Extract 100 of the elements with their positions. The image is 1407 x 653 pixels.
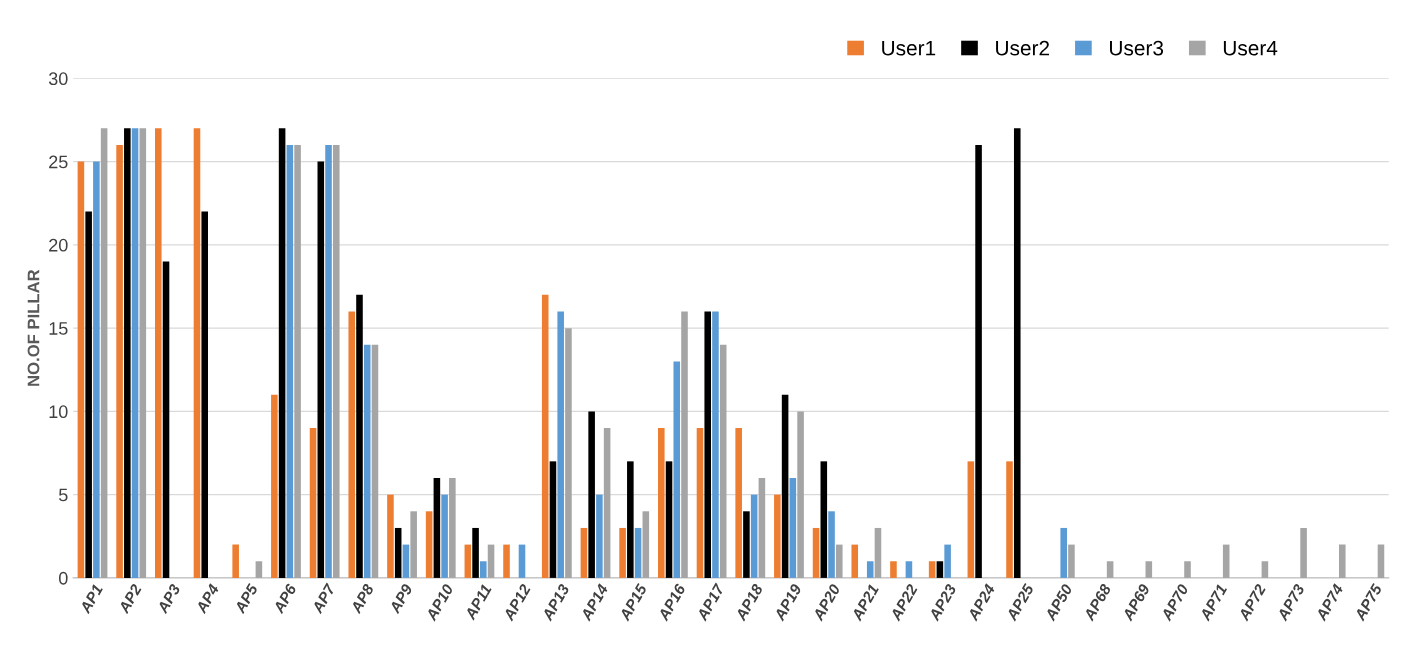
bar (1060, 527, 1067, 578)
bar (1145, 561, 1153, 578)
bar (325, 144, 332, 578)
bar (93, 161, 100, 578)
bar (928, 561, 936, 578)
bar (905, 561, 913, 578)
bar (627, 461, 634, 578)
bar (944, 544, 951, 578)
bar (596, 494, 603, 578)
bar (464, 544, 472, 578)
bar (874, 527, 882, 578)
legend-label: User1 (882, 40, 936, 56)
bar (936, 561, 944, 578)
bar (781, 394, 789, 578)
bar (541, 294, 549, 578)
bar (410, 511, 417, 578)
bar (193, 128, 201, 578)
bar (332, 144, 340, 578)
bar (317, 161, 325, 578)
y-tick-label: 25 (49, 155, 68, 169)
bar (1377, 544, 1385, 578)
bar (394, 527, 402, 578)
bar (603, 428, 611, 578)
bar (371, 344, 379, 578)
bar (387, 494, 394, 578)
bar (735, 428, 742, 578)
bar (797, 411, 804, 578)
bar (681, 311, 688, 578)
bar (124, 128, 131, 578)
bar (201, 211, 209, 578)
bar (1006, 461, 1013, 578)
bar (77, 161, 85, 578)
bar (356, 294, 363, 578)
bar (100, 128, 108, 578)
bar (743, 511, 750, 578)
bar (619, 527, 626, 578)
bar (658, 428, 665, 578)
bar (518, 544, 526, 578)
y-tick-label: 10 (49, 405, 68, 419)
bar (828, 511, 835, 578)
legend-label: User4 (1223, 40, 1278, 56)
bar (812, 527, 820, 578)
bar (441, 494, 448, 578)
bar (402, 544, 410, 578)
bar (271, 394, 278, 578)
bar (580, 527, 588, 578)
y-tick-label: 20 (49, 238, 68, 252)
bar (255, 561, 263, 578)
bar (1106, 561, 1114, 578)
bar (232, 544, 239, 578)
bar (116, 144, 123, 578)
bar (634, 527, 642, 578)
y-tick-label: 15 (49, 322, 68, 335)
legend-label: User3 (1110, 40, 1164, 56)
bar (286, 144, 294, 578)
bar (820, 461, 828, 578)
bar (1338, 544, 1346, 578)
bar (866, 561, 874, 578)
bar (487, 544, 495, 578)
bar (1013, 128, 1021, 578)
bar (557, 311, 564, 578)
bar (890, 561, 897, 578)
bar (433, 478, 441, 578)
bar (696, 428, 704, 578)
bar (85, 211, 92, 578)
bar (449, 478, 456, 578)
bar (480, 561, 487, 578)
bar (642, 511, 650, 578)
y-axis-title: NO.OF PILLAR (27, 269, 40, 386)
y-tick-label: 5 (58, 488, 68, 502)
bar (309, 428, 317, 578)
bar (588, 411, 595, 578)
bar (162, 261, 170, 578)
bar (425, 511, 433, 578)
bar (565, 328, 572, 578)
bar (975, 144, 982, 578)
bar (758, 478, 766, 578)
bar (851, 544, 859, 578)
bar (1261, 561, 1269, 578)
bar (704, 311, 712, 578)
y-tick-label: 0 (58, 571, 68, 585)
bar (673, 361, 681, 578)
bar (278, 128, 286, 578)
bar (503, 544, 510, 578)
y-tick-label: 30 (48, 72, 68, 86)
bar (712, 311, 719, 578)
bar (719, 344, 727, 578)
bar (774, 494, 781, 578)
bar (139, 128, 147, 578)
bar (472, 527, 479, 578)
bar (1300, 527, 1307, 578)
legend-label: User2 (996, 40, 1050, 56)
bar (131, 128, 139, 578)
bar (1222, 544, 1230, 578)
bar (1068, 544, 1075, 578)
bar (1184, 561, 1191, 578)
bar (363, 344, 371, 578)
bar (665, 461, 673, 578)
bar (549, 461, 557, 578)
bar (750, 494, 758, 578)
